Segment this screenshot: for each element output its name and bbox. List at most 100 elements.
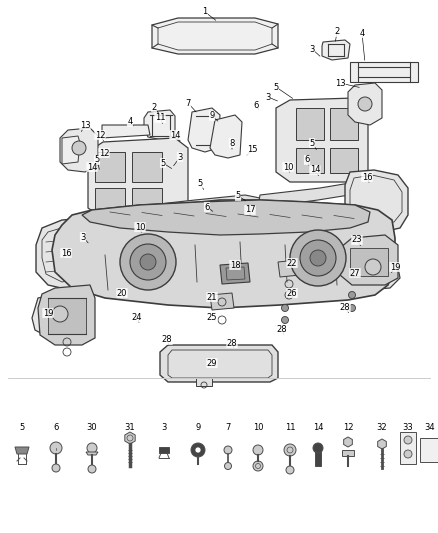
Circle shape — [313, 443, 323, 453]
Circle shape — [225, 463, 232, 470]
Text: 20: 20 — [117, 288, 127, 297]
Polygon shape — [90, 195, 260, 232]
Circle shape — [88, 465, 96, 473]
Circle shape — [224, 446, 232, 454]
Text: 11: 11 — [285, 424, 295, 432]
Text: 9: 9 — [195, 424, 201, 432]
Polygon shape — [36, 218, 95, 290]
Bar — [132, 188, 162, 210]
Text: 28: 28 — [162, 335, 172, 344]
Polygon shape — [220, 263, 250, 284]
Text: 6: 6 — [304, 156, 310, 165]
Circle shape — [284, 444, 296, 456]
Text: 3: 3 — [161, 424, 167, 432]
Text: 7: 7 — [185, 99, 191, 108]
Circle shape — [404, 436, 412, 444]
Circle shape — [253, 445, 263, 455]
Circle shape — [120, 234, 176, 290]
Text: 26: 26 — [287, 288, 297, 297]
Bar — [315, 448, 321, 466]
Text: 5: 5 — [160, 158, 166, 167]
Text: 15: 15 — [247, 146, 257, 155]
Text: 29: 29 — [207, 359, 217, 367]
Polygon shape — [159, 447, 169, 453]
Circle shape — [130, 244, 166, 280]
Polygon shape — [340, 235, 398, 285]
Polygon shape — [342, 450, 354, 456]
Bar — [296, 148, 324, 173]
Polygon shape — [32, 292, 85, 338]
Text: 25: 25 — [207, 312, 217, 321]
Circle shape — [52, 464, 60, 472]
Bar — [420, 438, 438, 462]
Text: 4: 4 — [127, 117, 133, 126]
Circle shape — [191, 443, 205, 457]
Polygon shape — [344, 437, 352, 447]
Bar — [132, 152, 162, 182]
Text: 5: 5 — [19, 424, 25, 432]
Circle shape — [72, 141, 86, 155]
Text: 10: 10 — [135, 222, 145, 231]
Text: 6: 6 — [53, 424, 59, 432]
Polygon shape — [278, 260, 300, 277]
Bar — [48, 298, 86, 334]
Text: 31: 31 — [125, 424, 135, 432]
Text: 22: 22 — [287, 259, 297, 268]
Text: 6: 6 — [253, 101, 259, 109]
Text: 2: 2 — [334, 28, 339, 36]
Bar — [355, 253, 391, 281]
Text: 16: 16 — [362, 173, 372, 182]
Bar — [95, 152, 125, 182]
Polygon shape — [276, 98, 368, 182]
Polygon shape — [38, 285, 95, 345]
Text: 5: 5 — [309, 139, 314, 148]
Text: 19: 19 — [390, 262, 400, 271]
Text: 7: 7 — [225, 424, 231, 432]
Polygon shape — [15, 447, 29, 454]
Text: 12: 12 — [99, 149, 109, 157]
Polygon shape — [345, 170, 408, 232]
Polygon shape — [210, 293, 234, 310]
Text: 32: 32 — [377, 424, 387, 432]
Text: 10: 10 — [283, 163, 293, 172]
Text: 4: 4 — [359, 28, 364, 37]
Circle shape — [253, 461, 263, 471]
Text: 27: 27 — [350, 269, 360, 278]
Text: 14: 14 — [170, 131, 180, 140]
Circle shape — [349, 304, 356, 311]
Text: 16: 16 — [61, 248, 71, 257]
Circle shape — [87, 443, 97, 453]
Circle shape — [195, 447, 201, 453]
Text: 24: 24 — [132, 312, 142, 321]
Text: 3: 3 — [309, 44, 314, 53]
Text: 5: 5 — [94, 156, 99, 165]
Text: 33: 33 — [403, 424, 413, 432]
Circle shape — [140, 254, 156, 270]
Polygon shape — [188, 108, 220, 152]
Bar — [196, 378, 212, 386]
Polygon shape — [125, 432, 135, 444]
Circle shape — [52, 306, 68, 322]
Circle shape — [300, 240, 336, 276]
Text: 34: 34 — [425, 424, 435, 432]
Polygon shape — [348, 83, 382, 125]
Text: 3: 3 — [265, 93, 271, 101]
Circle shape — [310, 250, 326, 266]
Text: 9: 9 — [209, 111, 215, 120]
Text: 5: 5 — [235, 191, 240, 200]
Text: 30: 30 — [87, 424, 97, 432]
Bar — [42, 300, 78, 328]
Bar — [330, 108, 358, 140]
Text: 5: 5 — [273, 83, 279, 92]
Polygon shape — [62, 136, 80, 164]
Polygon shape — [348, 245, 400, 290]
Text: 21: 21 — [207, 293, 217, 302]
Text: 6: 6 — [204, 203, 210, 212]
Polygon shape — [210, 115, 242, 158]
Text: 2: 2 — [152, 102, 157, 111]
Bar — [350, 248, 388, 276]
Text: 3: 3 — [80, 232, 86, 241]
Text: 12: 12 — [95, 131, 105, 140]
Polygon shape — [102, 125, 150, 138]
Text: 14: 14 — [310, 166, 320, 174]
